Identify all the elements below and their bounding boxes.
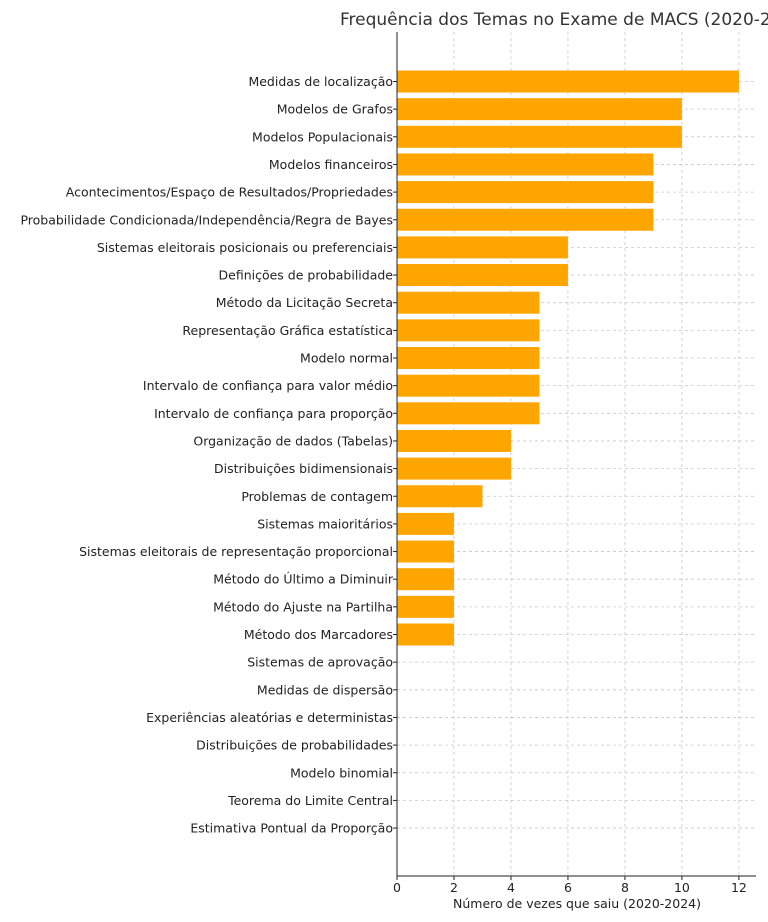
x-tick-label-1: 2 — [450, 880, 458, 895]
category-label-12: Intervalo de confiança para proporção — [154, 406, 393, 421]
category-label-6: Sistemas eleitorais posicionais ou prefe… — [97, 240, 393, 255]
bar-19 — [397, 595, 454, 618]
bar-15 — [397, 485, 483, 508]
category-label-27: Estimativa Pontual da Proporção — [190, 821, 393, 836]
category-label-19: Método do Ajuste na Partilha — [213, 599, 393, 614]
bar-1 — [397, 98, 682, 121]
x-tick-label-5: 10 — [674, 880, 690, 895]
bar-17 — [397, 540, 454, 563]
category-label-20: Método dos Marcadores — [244, 627, 393, 642]
category-label-9: Representação Gráfica estatística — [182, 323, 393, 338]
category-label-2: Modelos Populacionais — [252, 129, 393, 144]
bars — [397, 70, 739, 646]
x-tick-label-0: 0 — [393, 880, 401, 895]
bar-18 — [397, 568, 454, 591]
category-labels: Medidas de localização Modelos de Grafos M… — [20, 74, 397, 836]
bar-4 — [397, 181, 654, 204]
category-label-26: Teorema do Limite Central — [227, 793, 393, 808]
category-label-22: Medidas de dispersão — [257, 682, 393, 697]
bar-12 — [397, 402, 540, 425]
category-label-16: Sistemas maioritários — [257, 516, 393, 531]
category-label-3: Modelos financeiros — [269, 157, 393, 172]
bar-7 — [397, 264, 568, 287]
category-label-10: Modelo normal — [300, 351, 393, 366]
category-label-8: Método da Licitação Secreta — [216, 295, 393, 310]
bar-5 — [397, 208, 654, 231]
category-label-18: Método do Último a Diminuir — [213, 572, 394, 587]
bar-11 — [397, 374, 540, 397]
category-label-11: Intervalo de confiança para valor médio — [143, 378, 393, 393]
bar-3 — [397, 153, 654, 176]
category-label-25: Modelo binomial — [290, 765, 393, 780]
x-tick-label-4: 8 — [621, 880, 629, 895]
bar-14 — [397, 457, 511, 480]
category-label-15: Problemas de contagem — [241, 489, 393, 504]
category-label-1: Modelos de Grafos — [277, 102, 393, 117]
chart-title: Frequência dos Temas no Exame de MACS (2… — [340, 10, 768, 30]
category-label-21: Sistemas de aprovação — [247, 655, 393, 670]
x-axis-ticks: 0 2 4 6 8 10 12 — [393, 876, 747, 895]
bar-8 — [397, 291, 540, 314]
x-tick-label-6: 12 — [731, 880, 747, 895]
category-label-23: Experiências aleatórias e deterministas — [146, 710, 393, 725]
category-label-24: Distribuições de probabilidades — [196, 738, 393, 753]
bar-10 — [397, 347, 540, 369]
category-label-14: Distribuições bidimensionais — [214, 461, 393, 476]
x-axis-title: Número de vezes que saiu (2020-2024) — [453, 896, 701, 911]
bar-9 — [397, 319, 540, 342]
bar-20 — [397, 623, 454, 646]
bar-13 — [397, 429, 511, 452]
category-label-7: Definições de probabilidade — [219, 268, 394, 283]
category-label-0: Medidas de localização — [248, 74, 393, 89]
category-label-13: Organização de dados (Tabelas) — [193, 433, 393, 448]
category-label-17: Sistemas eleitorais de representação pro… — [79, 544, 393, 559]
bar-0 — [397, 70, 739, 93]
x-tick-label-3: 6 — [564, 880, 572, 895]
bar-6 — [397, 236, 568, 259]
x-tick-label-2: 4 — [507, 880, 515, 895]
bar-2 — [397, 125, 682, 148]
category-label-4: Acontecimentos/Espaço de Resultados/Prop… — [66, 185, 393, 200]
bar-16 — [397, 512, 454, 535]
axes — [396, 32, 756, 877]
category-label-5: Probabilidade Condicionada/Independência… — [20, 212, 393, 227]
